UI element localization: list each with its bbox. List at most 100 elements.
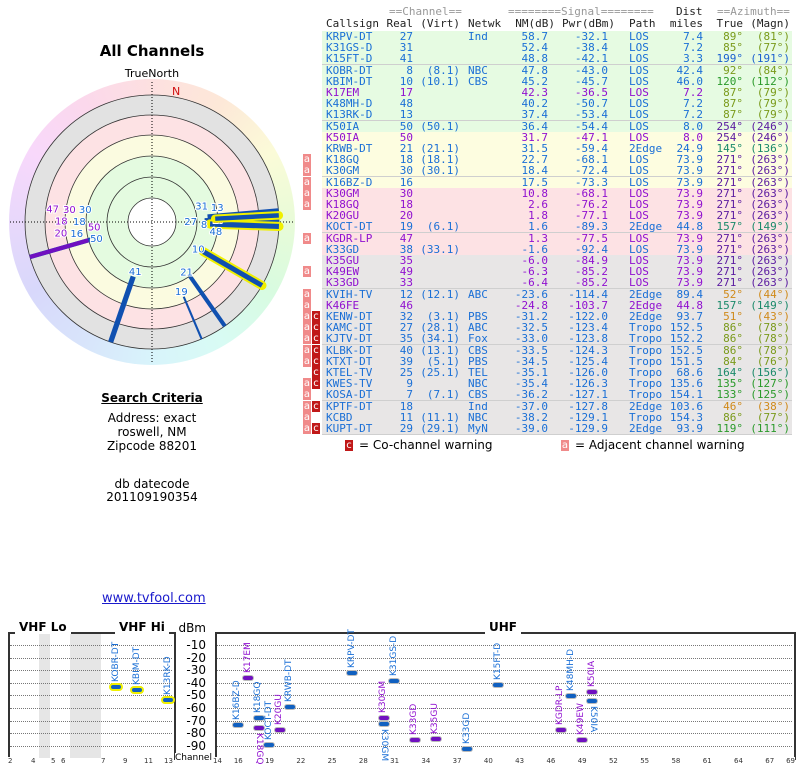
- station-marker[interactable]: [378, 721, 389, 726]
- station-marker[interactable]: [587, 698, 598, 703]
- station-marker[interactable]: [378, 716, 389, 721]
- table-row[interactable]: KOBR-DT 8 (8.1) NBC 47.8 -43.0 LOS 42.4 92° (84°): [322, 63, 792, 77]
- cell-nm: -35.4: [514, 377, 548, 391]
- cell-dist: 44.8: [676, 220, 704, 234]
- x-tick-label: 2: [8, 757, 13, 765]
- cell-real: 18: [399, 198, 413, 211]
- cell-true: 271°: [716, 175, 744, 189]
- cell-magn: (263°): [750, 186, 790, 200]
- station-marker[interactable]: [132, 687, 142, 692]
- station-label: KGDR-LP: [555, 685, 566, 726]
- station-marker[interactable]: [389, 678, 400, 683]
- cell-real: 9: [406, 377, 413, 391]
- tvfool-link[interactable]: www.tvfool.com: [102, 591, 206, 606]
- cell-path: LOS: [629, 231, 649, 245]
- station-marker[interactable]: [462, 746, 473, 751]
- station-marker[interactable]: [430, 737, 441, 742]
- cell-virt: (11.1): [420, 410, 460, 424]
- cell-callsign: KWES-TV: [326, 377, 373, 391]
- cell-nm: -34.5: [514, 354, 548, 368]
- station-marker[interactable]: [163, 697, 173, 702]
- cell-callsign: K48MH-D: [326, 97, 373, 111]
- table-row[interactable]: K18GQ 18 (18.1) 22.7 -68.1 LOS 73.9 271° (263°): [322, 154, 792, 167]
- cell-virt: (28.1): [420, 321, 460, 335]
- search-address: Address: exact: [107, 411, 197, 425]
- cell-nm: -39.0: [514, 422, 548, 435]
- cell-pwr: -129.9: [568, 422, 608, 435]
- cell-nm: 1.3: [528, 231, 548, 245]
- cell-dist: 135.6: [669, 377, 703, 391]
- table-row[interactable]: K33GD 38 (33.1) -1.6 -92.4 LOS 73.9 271° (263°): [322, 243, 792, 256]
- x-tick-label: 61: [702, 757, 712, 765]
- header-path: Path: [629, 17, 656, 30]
- table-row[interactable]: KRWB-DT 21 (21.1) 31.5 -59.4 2Edge 24.9 145° (13…: [322, 143, 792, 155]
- station-label: K18GQ: [253, 681, 264, 714]
- station-label: K17EM: [242, 642, 253, 674]
- station-marker[interactable]: [587, 689, 598, 694]
- cell-true: 92°: [723, 63, 743, 77]
- table-row[interactable]: KVIH-TV 12 (12.1) ABC -23.6 -114.4 2Edge 89.4 52…: [322, 288, 792, 301]
- cell-true: 157°: [716, 298, 744, 312]
- cell-callsign: KGDR-LP: [326, 231, 373, 245]
- cell-true: 271°: [716, 164, 744, 178]
- station-marker[interactable]: [347, 670, 358, 675]
- polar-channel-label: 30: [79, 205, 92, 216]
- table-row[interactable]: K30GM 30 (30.1) 18.4 -72.4 LOS 73.9 271° (263°): [322, 164, 792, 178]
- station-marker[interactable]: [555, 728, 566, 733]
- table-row[interactable]: K15FT-D 41 48.8 -42.1 LOS 3.3 199° (191°): [322, 53, 792, 66]
- table-row[interactable]: KENW-DT 32 (3.1) PBS -31.2 -122.0 2Edge 93.7 51°…: [322, 311, 792, 323]
- x-tick-label: 6: [61, 757, 66, 765]
- y-tick-label: -50: [186, 688, 206, 703]
- cell-path: LOS: [629, 164, 649, 178]
- cell-real: 8: [406, 63, 413, 77]
- cell-pwr: -77.1: [574, 209, 608, 223]
- grid-line: [217, 682, 792, 684]
- co-channel-warning-icon: c: [312, 400, 320, 412]
- station-marker[interactable]: [274, 727, 285, 732]
- station-marker[interactable]: [409, 737, 420, 742]
- cell-pwr: -50.7: [574, 97, 608, 111]
- cell-true: 271°: [716, 254, 744, 267]
- table-row[interactable]: KPTF-DT 18 Ind -37.0 -127.8 2Edge 103.6 46° (38°…: [322, 399, 792, 413]
- cell-path: Tropo: [629, 377, 663, 391]
- cell-virt: (34.1): [420, 332, 460, 346]
- adjacent-warning-icon: a: [303, 378, 311, 390]
- polar-signal-line: [215, 213, 279, 221]
- table-row[interactable]: K46FE 46 -24.8 -103.7 2Edge 44.8 157° (149°): [322, 298, 792, 312]
- cell-real: 11: [399, 410, 413, 424]
- cell-magn: (81°): [756, 30, 790, 43]
- station-marker[interactable]: [576, 737, 587, 742]
- polar-channel-label: 50: [88, 223, 101, 234]
- cell-real: 18: [399, 399, 413, 413]
- station-label: K18GQ: [254, 733, 265, 765]
- table-row[interactable]: KOSA-DT 7 (7.1) CBS -36.2 -127.1 Tropo 154.1 133…: [322, 388, 792, 402]
- station-label: K30GM: [378, 681, 389, 714]
- table-row[interactable]: KGDR-LP 47 1.3 -77.5 LOS 73.9 271° (263°): [322, 231, 792, 245]
- cell-magn: (263°): [750, 209, 790, 223]
- cell-true: 271°: [716, 198, 744, 211]
- cell-real: 25: [399, 366, 413, 379]
- station-marker[interactable]: [253, 716, 264, 721]
- cell-true: 86°: [723, 343, 743, 357]
- station-marker[interactable]: [566, 694, 577, 699]
- cell-nm: -36.2: [514, 388, 548, 402]
- station-marker[interactable]: [284, 705, 295, 710]
- table-row[interactable]: KAMC-DT 27 (28.1) ABC -32.5 -123.4 Tropo 152.5 8…: [322, 321, 792, 335]
- station-marker[interactable]: [232, 722, 243, 727]
- cell-callsign: KTXT-DT: [326, 354, 373, 368]
- cell-callsign: KOSA-DT: [326, 388, 373, 402]
- polar-signal-line: [29, 238, 89, 259]
- cell-virt: (29.1): [420, 422, 460, 435]
- station-marker[interactable]: [253, 726, 264, 731]
- table-row[interactable]: K16BZ-D 16 17.5 -73.3 LOS 73.9 271° (263°): [322, 175, 792, 189]
- table-row[interactable]: KBIM-DT 10 (10.1) CBS 45.2 -45.7 LOS 46.0 120° (1…: [322, 75, 792, 88]
- station-marker[interactable]: [243, 676, 254, 681]
- station-marker[interactable]: [493, 683, 504, 688]
- table-row[interactable]: KUPT-DT 29 (29.1) MyN -39.0 -129.9 2Edge 93.9 11…: [322, 423, 792, 435]
- cell-true: 271°: [716, 265, 744, 279]
- station-marker[interactable]: [111, 684, 121, 689]
- x-tick-label: 28: [358, 757, 368, 765]
- station-marker[interactable]: [264, 742, 275, 747]
- table-row[interactable]: K17EM 17 42.3 -36.5 LOS 7.2 87° (79°): [322, 87, 792, 99]
